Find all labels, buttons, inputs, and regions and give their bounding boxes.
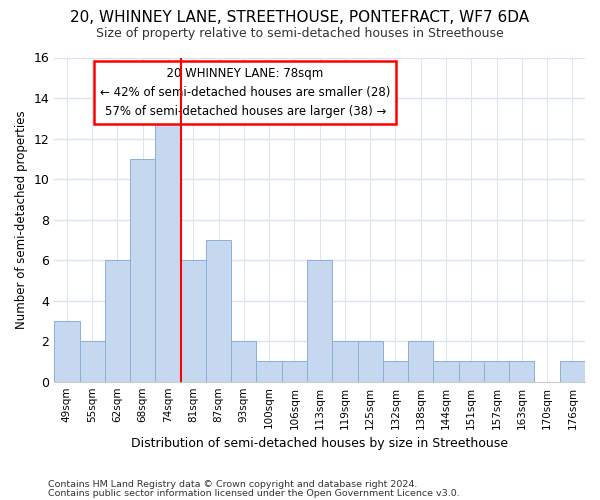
X-axis label: Distribution of semi-detached houses by size in Streethouse: Distribution of semi-detached houses by … bbox=[131, 437, 508, 450]
Bar bbox=[433, 362, 458, 382]
Bar bbox=[509, 362, 535, 382]
Bar bbox=[408, 341, 433, 382]
Text: 20 WHINNEY LANE: 78sqm  
← 42% of semi-detached houses are smaller (28)
57% of s: 20 WHINNEY LANE: 78sqm ← 42% of semi-det… bbox=[100, 67, 391, 118]
Bar bbox=[307, 260, 332, 382]
Text: Contains public sector information licensed under the Open Government Licence v3: Contains public sector information licen… bbox=[48, 488, 460, 498]
Bar bbox=[231, 341, 256, 382]
Bar bbox=[484, 362, 509, 382]
Bar bbox=[54, 321, 80, 382]
Text: Size of property relative to semi-detached houses in Streethouse: Size of property relative to semi-detach… bbox=[96, 28, 504, 40]
Text: Contains HM Land Registry data © Crown copyright and database right 2024.: Contains HM Land Registry data © Crown c… bbox=[48, 480, 418, 489]
Bar bbox=[560, 362, 585, 382]
Bar bbox=[256, 362, 282, 382]
Bar bbox=[383, 362, 408, 382]
Bar bbox=[458, 362, 484, 382]
Bar bbox=[181, 260, 206, 382]
Bar bbox=[358, 341, 383, 382]
Bar bbox=[155, 118, 181, 382]
Bar bbox=[206, 240, 231, 382]
Bar bbox=[80, 341, 105, 382]
Bar bbox=[282, 362, 307, 382]
Text: 20, WHINNEY LANE, STREETHOUSE, PONTEFRACT, WF7 6DA: 20, WHINNEY LANE, STREETHOUSE, PONTEFRAC… bbox=[70, 10, 530, 25]
Y-axis label: Number of semi-detached properties: Number of semi-detached properties bbox=[15, 110, 28, 329]
Bar bbox=[332, 341, 358, 382]
Bar bbox=[130, 159, 155, 382]
Bar bbox=[105, 260, 130, 382]
